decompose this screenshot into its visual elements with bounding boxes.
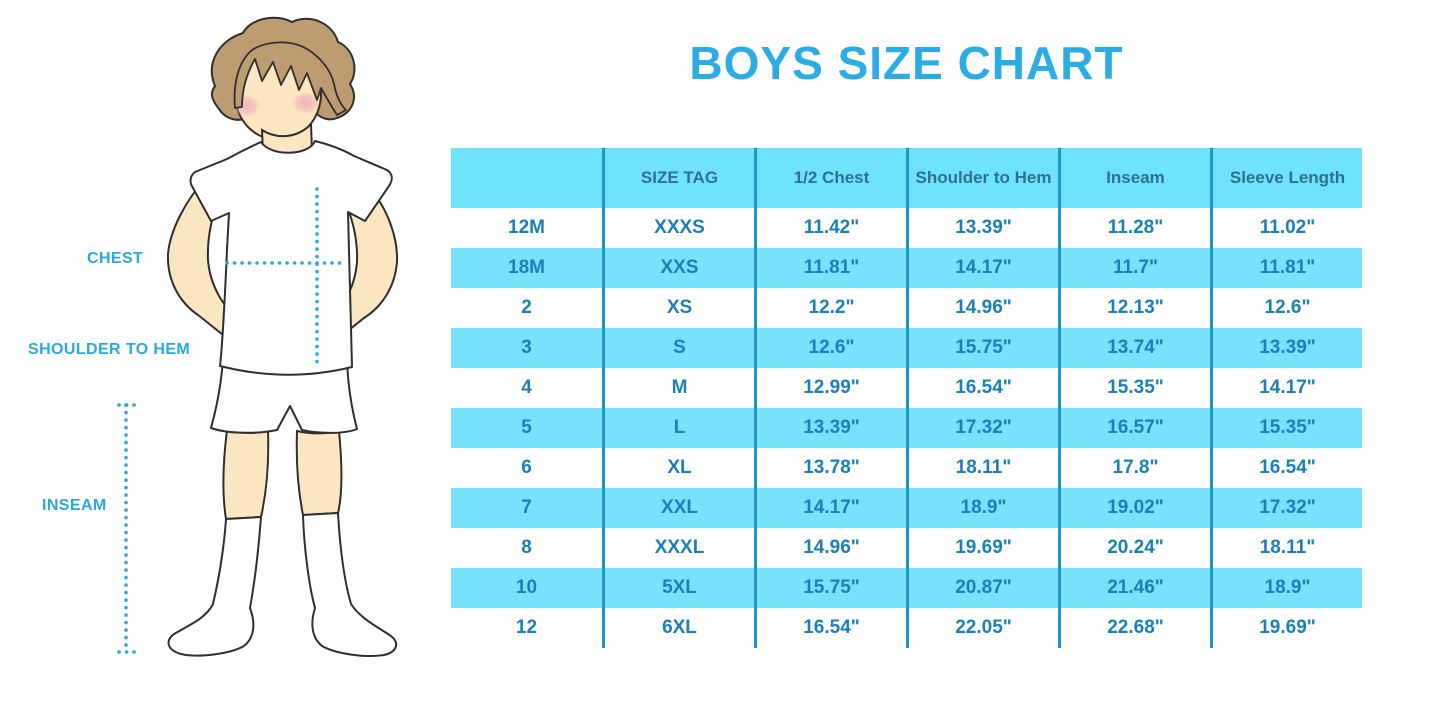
row-size-label: 6	[451, 448, 602, 488]
size-value-cell: 11.7"	[1058, 248, 1210, 288]
size-value-cell: 15.75"	[906, 328, 1058, 368]
size-value-cell: 17.32"	[906, 408, 1058, 448]
row-size-label: 12M	[451, 208, 602, 248]
size-value-cell: 20.24"	[1058, 528, 1210, 568]
size-value-cell: 13.39"	[1210, 328, 1362, 368]
blush-right	[292, 92, 320, 114]
size-value-cell: 17.32"	[1210, 488, 1362, 528]
size-value-cell: M	[602, 368, 754, 408]
socks	[167, 511, 398, 657]
size-value-cell: 15.35"	[1210, 408, 1362, 448]
size-value-cell: 18.9"	[906, 488, 1058, 528]
column-header: SIZE TAG	[602, 148, 754, 208]
size-value-cell: 11.81"	[754, 248, 906, 288]
size-value-cell: 22.68"	[1058, 608, 1210, 648]
size-value-cell: 13.39"	[906, 208, 1058, 248]
size-value-cell: 20.87"	[906, 568, 1058, 608]
row-size-label: 4	[451, 368, 602, 408]
size-value-cell: 22.05"	[906, 608, 1058, 648]
t-shirt	[189, 140, 393, 376]
size-value-cell: 13.74"	[1058, 328, 1210, 368]
size-value-cell: XS	[602, 288, 754, 328]
size-value-cell: 15.75"	[754, 568, 906, 608]
size-value-cell: 6XL	[602, 608, 754, 648]
size-value-cell: XXS	[602, 248, 754, 288]
measurement-guides	[117, 187, 347, 654]
size-table: SIZE TAG 1/2 Chest Shoulder to Hem Inseam Sl…	[451, 148, 1362, 648]
column-header: Inseam	[1058, 148, 1210, 208]
size-value-cell: XXXS	[602, 208, 754, 248]
column-header: 1/2 Chest	[754, 148, 906, 208]
size-value-cell: 16.57"	[1058, 408, 1210, 448]
size-value-cell: 13.39"	[754, 408, 906, 448]
size-value-cell: 12.2"	[754, 288, 906, 328]
size-value-cell: 18.11"	[1210, 528, 1362, 568]
page-title: BOYS SIZE CHART	[689, 37, 1124, 89]
row-size-label: 18M	[451, 248, 602, 288]
size-value-cell: 16.54"	[1210, 448, 1362, 488]
size-value-cell: 19.69"	[906, 528, 1058, 568]
row-size-label: 7	[451, 488, 602, 528]
boy-measurement-figure	[117, 16, 399, 657]
size-value-cell: 17.8"	[1058, 448, 1210, 488]
size-value-cell: XL	[602, 448, 754, 488]
head	[210, 16, 356, 159]
legs	[222, 428, 343, 521]
size-value-cell: XXXL	[602, 528, 754, 568]
size-value-cell: 16.54"	[754, 608, 906, 648]
inseam-label: INSEAM	[42, 497, 107, 514]
row-size-label: 3	[451, 328, 602, 368]
row-size-label: 8	[451, 528, 602, 568]
size-value-cell: 14.17"	[906, 248, 1058, 288]
size-value-cell: XXL	[602, 488, 754, 528]
size-value-cell: 14.17"	[1210, 368, 1362, 408]
size-value-cell: 18.9"	[1210, 568, 1362, 608]
column-header	[451, 148, 602, 208]
row-size-label: 10	[451, 568, 602, 608]
row-size-label: 5	[451, 408, 602, 448]
size-value-cell: 18.11"	[906, 448, 1058, 488]
size-value-cell: 14.17"	[754, 488, 906, 528]
size-value-cell: 14.96"	[906, 288, 1058, 328]
size-value-cell: 16.54"	[906, 368, 1058, 408]
size-value-cell: 19.69"	[1210, 608, 1362, 648]
size-value-cell: 12.99"	[754, 368, 906, 408]
row-size-label: 2	[451, 288, 602, 328]
column-header: Sleeve Length	[1210, 148, 1362, 208]
size-value-cell: S	[602, 328, 754, 368]
size-value-cell: 13.78"	[754, 448, 906, 488]
size-value-cell: 11.81"	[1210, 248, 1362, 288]
size-value-cell: 12.6"	[1210, 288, 1362, 328]
arms	[166, 176, 399, 344]
column-header: Shoulder to Hem	[906, 148, 1058, 208]
shoulder-to-hem-label: SHOULDER TO HEM	[28, 341, 191, 358]
size-value-cell: 12.6"	[754, 328, 906, 368]
row-size-label: 12	[451, 608, 602, 648]
size-value-cell: 14.96"	[754, 528, 906, 568]
size-value-cell: 12.13"	[1058, 288, 1210, 328]
size-value-cell: L	[602, 408, 754, 448]
size-value-cell: 19.02"	[1058, 488, 1210, 528]
size-value-cell: 11.28"	[1058, 208, 1210, 248]
size-value-cell: 11.02"	[1210, 208, 1362, 248]
hair-fringe	[233, 41, 347, 116]
chest-label: CHEST	[87, 250, 144, 267]
size-value-cell: 15.35"	[1058, 368, 1210, 408]
size-value-cell: 21.46"	[1058, 568, 1210, 608]
size-value-cell: 5XL	[602, 568, 754, 608]
size-value-cell: 11.42"	[754, 208, 906, 248]
